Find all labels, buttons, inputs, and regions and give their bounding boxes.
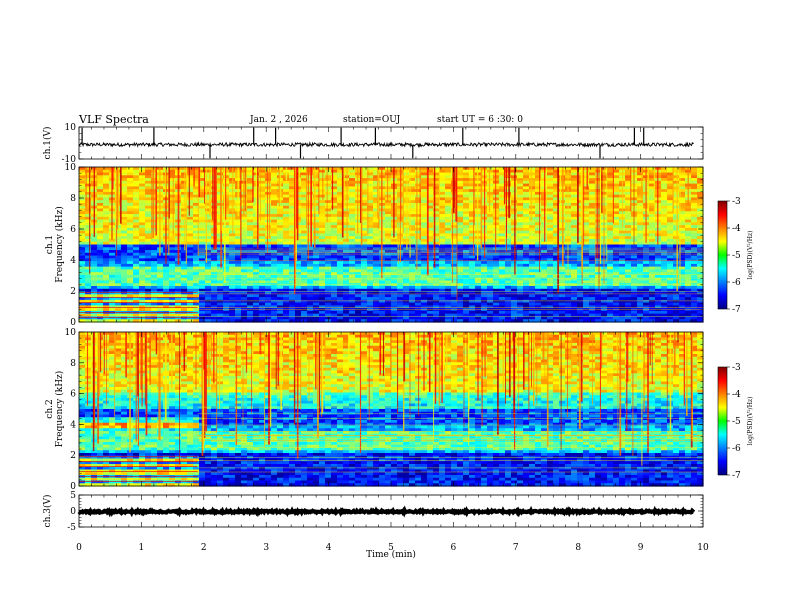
y-tick-label: 8: [70, 359, 76, 369]
colorbar-tick-label: -4: [732, 390, 741, 400]
colorbar-tick-label: -3: [732, 197, 741, 207]
colorbar-tick-label: -7: [732, 305, 741, 315]
chart-title: VLF Spectra: [79, 113, 149, 126]
y-tick-label: 4: [70, 256, 76, 266]
y-tick-label: 6: [70, 225, 76, 235]
x-tick-label: 10: [697, 543, 709, 553]
colorbar-tick-label: -3: [732, 363, 741, 373]
x-tick-label: 9: [638, 543, 644, 553]
colorbar-tick-label: -6: [732, 444, 741, 454]
colorbar-label: log(PSD)(V²/Hz): [747, 397, 754, 446]
x-tick-label: 0: [76, 543, 82, 553]
y-axis-label-frequency: Frequency (kHz): [54, 206, 65, 283]
x-tick-label: 1: [139, 543, 145, 553]
ch2-spectrogram-sferics: [86, 332, 694, 466]
x-tick-label: 2: [201, 543, 207, 553]
x-tick-label: 3: [263, 543, 269, 553]
y-axis-label: ch.3(V): [42, 495, 53, 528]
y-tick-label: 4: [70, 420, 76, 430]
y-tick-label: -10: [62, 155, 77, 165]
x-tick-label: 4: [326, 543, 332, 553]
ch2-spectrogram-colorbar: [717, 366, 728, 476]
start-time-label: start UT = 6 :30: 0: [437, 115, 523, 125]
x-tick-label: 5: [388, 543, 394, 553]
ch1-spectrogram-lines: [79, 248, 703, 318]
date-label: Jan. 2 , 2026: [250, 115, 308, 125]
ch2-spectrogram-lines: [79, 406, 703, 482]
y-tick-label: -5: [67, 523, 76, 533]
y-axis-label-channel: ch.2: [45, 399, 55, 418]
colorbar-tick-label: -5: [732, 417, 741, 427]
y-tick-label: 5: [70, 491, 76, 501]
y-tick-label: 0: [70, 507, 76, 517]
y-tick-label: 10: [65, 163, 77, 173]
x-axis-label: Time (min): [366, 549, 416, 560]
station-label: station=OUJ: [343, 115, 401, 125]
y-tick-label: 10: [65, 123, 77, 133]
y-tick-label: 10: [65, 328, 77, 338]
colorbar-label: log(PSD)(V²/Hz): [747, 231, 754, 280]
ch3-waveform-trace: [77, 505, 696, 518]
x-tick-label: 6: [451, 543, 457, 553]
y-tick-label: 6: [70, 390, 76, 400]
y-tick-label: 8: [70, 194, 76, 204]
y-tick-label: 0: [70, 482, 76, 492]
colorbar-tick-label: -7: [732, 471, 741, 481]
colorbar-tick-label: -5: [732, 251, 741, 261]
x-tick-label: 7: [513, 543, 519, 553]
y-tick-label: 2: [70, 451, 76, 461]
y-axis-label-channel: ch.1: [45, 235, 55, 254]
colorbar-tick-label: -4: [732, 224, 741, 234]
ch1-waveform-trace: [78, 141, 694, 148]
y-axis-label-frequency: Frequency (kHz): [54, 371, 65, 448]
x-tick-label: 8: [575, 543, 581, 553]
colorbar-tick-label: -6: [732, 278, 741, 288]
y-tick-label: 2: [70, 287, 76, 297]
ch1-spectrogram-cells: [79, 167, 704, 323]
y-tick-label: 0: [70, 318, 76, 328]
y-axis-label: ch.1(V): [42, 127, 53, 160]
ch1-spectrogram-sferics: [85, 167, 689, 302]
ch1-spectrogram-colorbar: [717, 200, 728, 310]
